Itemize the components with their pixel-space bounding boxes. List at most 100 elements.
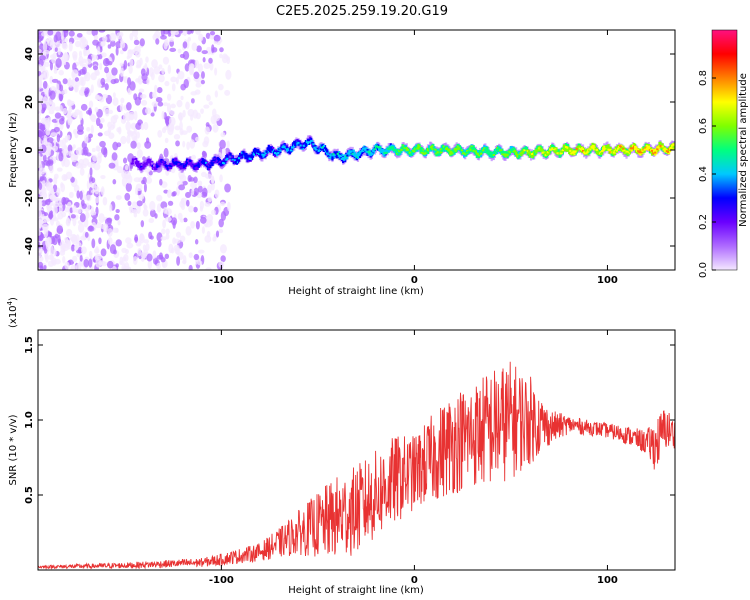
- spectral-mark: [308, 138, 311, 141]
- spectral-mark: [293, 142, 296, 145]
- noise-speck: [149, 209, 156, 218]
- noise-speck: [191, 154, 197, 160]
- noise-speck: [104, 83, 109, 91]
- noise-speck: [183, 217, 188, 223]
- noise-speck: [163, 30, 169, 35]
- noise-speck: [206, 94, 211, 102]
- spectrogram-panel: -100 0 100 -40 -20 0 20 40 Height of straight l…: [8, 29, 676, 297]
- noise-speck: [127, 266, 132, 270]
- noise-speck: [45, 129, 51, 136]
- spectral-mark: [409, 153, 413, 156]
- spectral-mark: [162, 161, 165, 164]
- spectral-mark: [310, 140, 313, 143]
- noise-speck: [76, 32, 83, 38]
- colorbar-frame: [711, 29, 738, 271]
- spectral-mark: [477, 154, 481, 157]
- spectral-mark: [626, 152, 629, 155]
- noise-speck: [71, 244, 75, 252]
- noise-speck: [88, 133, 93, 139]
- spectral-mark: [599, 152, 603, 155]
- noise-speck: [112, 179, 117, 185]
- spectral-mark: [464, 152, 467, 155]
- noise-speck: [140, 220, 145, 228]
- spectral-mark: [452, 150, 455, 153]
- spectral-mark: [378, 146, 381, 149]
- noise-speck: [148, 231, 153, 240]
- noise-speck: [145, 176, 153, 184]
- snr-ylabel: SNR (10 * v/v): [8, 414, 19, 485]
- spectral-mark: [465, 151, 468, 154]
- noise-speck: [144, 141, 152, 149]
- noise-speck: [129, 58, 134, 67]
- noise-speck: [142, 208, 149, 217]
- spectral-mark: [470, 146, 473, 149]
- spectral-mark: [601, 150, 604, 155]
- noise-speck: [110, 39, 116, 47]
- noise-speck: [171, 217, 178, 226]
- noise-speck: [205, 122, 210, 128]
- noise-speck: [143, 248, 148, 257]
- noise-speck: [38, 122, 43, 127]
- spectral-mark: [555, 149, 558, 152]
- noise-speck: [160, 236, 168, 241]
- spectral-mark: [568, 148, 571, 151]
- noise-speck: [196, 45, 202, 53]
- noise-speck: [120, 135, 127, 145]
- noise-speck: [178, 30, 184, 34]
- noise-speck: [186, 199, 190, 207]
- noise-speck: [197, 63, 203, 73]
- noise-speck: [180, 83, 187, 91]
- spectral-mark: [608, 149, 611, 152]
- spectral-mark: [616, 147, 620, 150]
- snr-series-line: [38, 361, 675, 570]
- noise-speck: [219, 201, 226, 207]
- noise-speck: [165, 228, 170, 235]
- noise-speck: [205, 267, 212, 270]
- spectral-mark: [357, 153, 361, 156]
- noise-speck: [200, 108, 204, 114]
- spectral-mark: [326, 150, 329, 155]
- noise-speck: [127, 200, 132, 206]
- spectral-mark: [518, 154, 521, 157]
- noise-speck: [48, 159, 54, 166]
- spectral-mark: [380, 148, 383, 151]
- noise-speck: [178, 184, 186, 191]
- noise-speck: [79, 76, 84, 86]
- noise-speck: [88, 107, 92, 116]
- spectral-mark: [206, 163, 209, 166]
- spectral-mark: [426, 149, 430, 152]
- noise-speck: [201, 226, 205, 234]
- noise-speck: [201, 71, 205, 79]
- noise-speck: [98, 30, 106, 33]
- spectral-mark: [647, 145, 650, 148]
- noise-speck: [100, 40, 106, 47]
- noise-speck: [107, 237, 113, 245]
- noise-speck: [49, 245, 54, 256]
- spectral-mark: [223, 162, 226, 165]
- spectral-mark: [400, 148, 403, 151]
- spectral-mark: [230, 155, 233, 158]
- noise-speck: [43, 265, 47, 270]
- noise-speck: [55, 83, 60, 93]
- spectral-mark: [515, 153, 518, 156]
- noise-speck: [94, 94, 100, 100]
- spectral-mark: [420, 149, 423, 152]
- noise-speck: [104, 108, 110, 117]
- spectral-mark: [317, 149, 320, 152]
- spectral-mark: [545, 153, 549, 156]
- noise-speck: [55, 58, 62, 68]
- spectral-mark: [539, 147, 542, 150]
- noise-speck: [162, 207, 168, 214]
- spectral-mark: [373, 148, 377, 151]
- noise-speck: [211, 209, 216, 216]
- spectral-mark: [579, 146, 583, 149]
- spectral-mark: [244, 155, 247, 158]
- spectral-mark: [608, 146, 611, 151]
- spectral-mark: [560, 150, 563, 153]
- noise-speck: [65, 228, 73, 237]
- noise-speck: [38, 129, 43, 138]
- spectral-mark: [133, 159, 137, 162]
- spectral-mark: [145, 162, 148, 165]
- noise-speck: [119, 41, 126, 49]
